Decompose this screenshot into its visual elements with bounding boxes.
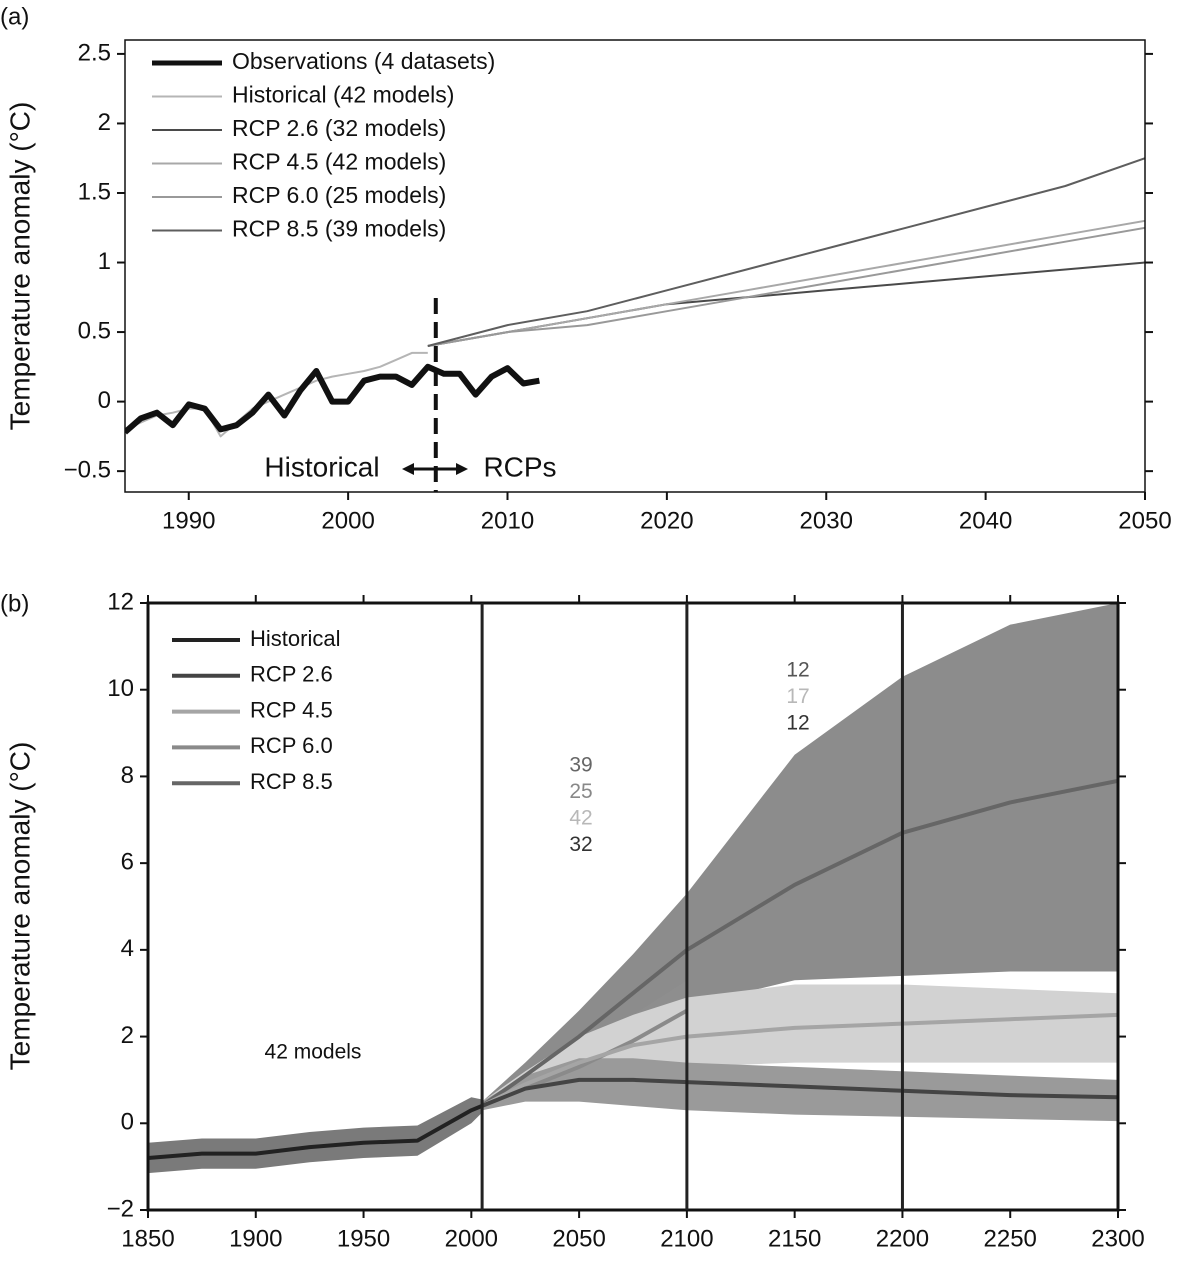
series-line [427, 261, 1145, 347]
plot-frame [146, 601, 1120, 1212]
arrow-head [402, 463, 414, 475]
annotation: RCPs [483, 451, 556, 482]
y-tick-label: 0.5 [78, 317, 111, 344]
legend-label: RCP 4.5 (42 models) [232, 149, 446, 175]
y-tick-label: 0 [121, 1109, 134, 1136]
model-count: 32 [569, 833, 592, 856]
x-tick-label: 2200 [876, 1225, 929, 1252]
x-tick-label: 1990 [162, 507, 215, 534]
x-tick-label: 1900 [229, 1225, 282, 1252]
model-count: 42 [569, 807, 592, 830]
y-tick-label: 0 [98, 387, 111, 414]
x-tick-label: 2030 [800, 507, 853, 534]
series-line [427, 219, 1145, 347]
x-tick-label: 2150 [768, 1225, 821, 1252]
y-axis-label: Temperature anomaly (°C) [4, 742, 35, 1071]
model-count: 12 [786, 712, 809, 735]
model-count: 39 [569, 754, 592, 777]
x-tick-label: 2020 [640, 507, 693, 534]
y-axis-label: Temperature anomaly (°C) [4, 102, 35, 431]
legend-label: RCP 8.5 [250, 769, 333, 794]
x-tick-label: 2100 [660, 1225, 713, 1252]
y-tick-label: 8 [121, 762, 134, 789]
x-tick-label: 2250 [984, 1225, 1037, 1252]
legend-label: RCP 6.0 (25 models) [232, 182, 446, 208]
range-band [148, 1097, 483, 1174]
x-tick-label: 2050 [552, 1225, 605, 1252]
model-count: 17 [786, 685, 809, 708]
series-line [427, 157, 1145, 347]
range-band [482, 984, 1118, 1111]
series-line [427, 226, 1145, 347]
legend-label: RCP 6.0 [250, 733, 333, 758]
y-tick-label: 1 [98, 248, 111, 275]
model-count: 25 [569, 780, 592, 803]
model-count: 12 [786, 659, 809, 682]
y-tick-label: −0.5 [64, 456, 111, 483]
legend-label: RCP 2.6 [250, 662, 333, 687]
panel-label: (a) [0, 3, 29, 30]
series-line [125, 351, 428, 438]
y-tick-label: 12 [107, 588, 134, 615]
y-tick-label: −2 [107, 1195, 134, 1222]
x-tick-label: 2010 [481, 507, 534, 534]
y-tick-label: 2 [98, 109, 111, 136]
plot-frame [124, 39, 1146, 493]
legend-label: RCP 4.5 [250, 697, 333, 722]
annotation: Historical [264, 451, 379, 482]
legend-label: Observations (4 datasets) [232, 48, 495, 74]
x-tick-label: 2000 [321, 507, 374, 534]
legend-label: Historical [250, 626, 340, 651]
y-tick-label: 10 [107, 675, 134, 702]
model-note: 42 models [265, 1041, 362, 1064]
legend-label: RCP 8.5 (39 models) [232, 216, 446, 242]
x-tick-label: 2050 [1118, 507, 1171, 534]
arrow-head [456, 463, 468, 475]
x-tick-label: 2300 [1091, 1225, 1144, 1252]
range-band [482, 603, 1118, 1111]
x-tick-label: 1950 [337, 1225, 390, 1252]
y-tick-label: 1.5 [78, 178, 111, 205]
x-tick-label: 2000 [445, 1225, 498, 1252]
panel-label: (b) [0, 590, 29, 617]
y-tick-label: 4 [121, 935, 134, 962]
series-line [125, 363, 540, 435]
x-tick-label: 2040 [959, 507, 1012, 534]
x-tick-label: 1850 [121, 1225, 174, 1252]
legend-label: RCP 2.6 (32 models) [232, 115, 446, 141]
y-tick-label: 2 [121, 1022, 134, 1049]
legend-label: Historical (42 models) [232, 82, 454, 108]
y-tick-label: 6 [121, 848, 134, 875]
series-line [148, 1104, 483, 1160]
range-band [482, 1058, 1118, 1122]
y-tick-label: 2.5 [78, 39, 111, 66]
